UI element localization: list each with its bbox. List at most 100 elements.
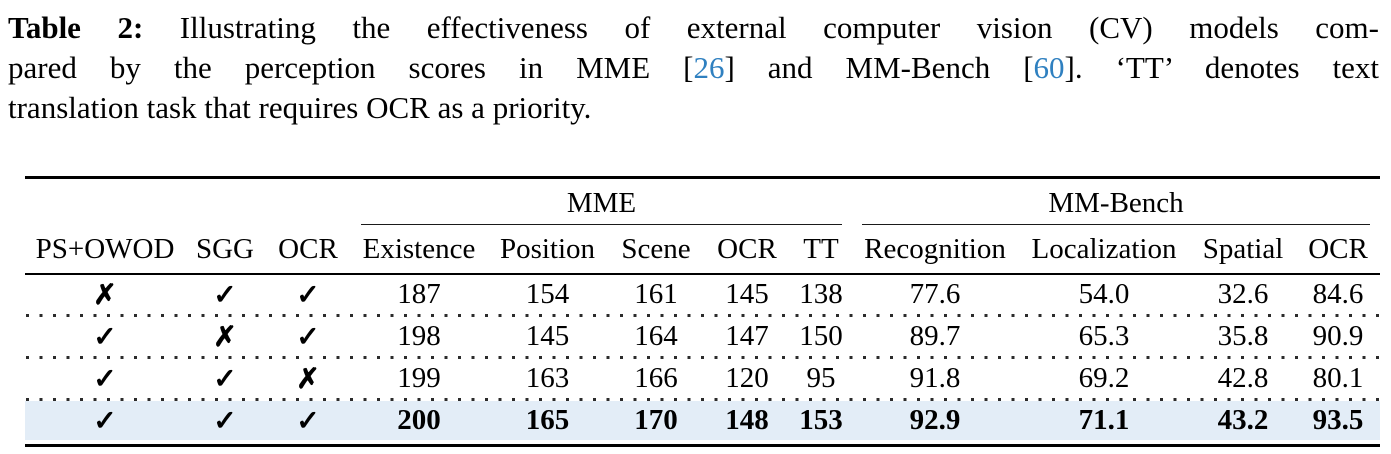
cross-icon: ✗: [93, 279, 117, 311]
cell-position: 165: [487, 401, 608, 440]
cell-position: 154: [525, 278, 570, 310]
group-mmbench-cell: MM-Bench: [852, 178, 1380, 225]
caption-text-2a: pared by the perception scores in MME [: [8, 50, 694, 85]
cell-mmbench-ocr: 80.1: [1312, 362, 1364, 394]
cell-scene: 170: [608, 401, 704, 440]
citation-link-60[interactable]: 60: [1033, 50, 1065, 85]
cell-mmbench-ocr: 90.9: [1312, 320, 1364, 352]
table-caption: Table 2: Illustrating the effectiveness …: [0, 0, 1391, 128]
group-header-row: MME MM-Bench: [25, 178, 1380, 226]
caption-text-2b: ] and MM-Bench [: [724, 50, 1034, 85]
cell-scene: 166: [634, 362, 678, 394]
col-header-ps-owod: PS+OWOD: [25, 225, 185, 275]
check-icon: ✓: [213, 279, 237, 311]
check-icon: ✓: [213, 363, 237, 395]
cell-spatial: 43.2: [1190, 401, 1296, 440]
col-header-spatial: Spatial: [1190, 225, 1296, 275]
cell-mme-ocr: 145: [725, 278, 769, 310]
cell-tt: 138: [799, 278, 843, 310]
cross-icon: ✗: [296, 363, 320, 395]
col-header-tt: TT: [790, 225, 852, 275]
dotted-separator: [25, 398, 1380, 401]
cell-flag: ✓: [265, 317, 351, 356]
cell-tt: 153: [790, 401, 852, 440]
cell-mme-ocr: 148: [704, 401, 790, 440]
cell-flag: ✗: [265, 359, 351, 398]
col-header-existence: Existence: [351, 225, 487, 275]
dotted-rule: [26, 398, 1380, 401]
cell-mmbench-ocr: 93.5: [1296, 401, 1381, 440]
check-icon: ✓: [296, 405, 320, 437]
group-mme-cell: MME: [351, 178, 852, 225]
dotted-separator: [25, 314, 1380, 317]
col-header-ocr: OCR: [265, 225, 351, 275]
check-icon: ✓: [296, 321, 320, 353]
cell-flag: ✓: [25, 359, 185, 398]
cell-position: 145: [525, 320, 570, 352]
caption-label: Table 2:: [8, 10, 144, 45]
dotted-rule: [26, 356, 1380, 359]
cell-flag: ✓: [25, 317, 185, 356]
cell-scene: 161: [634, 278, 678, 310]
cell-localization: 69.2: [1078, 362, 1130, 394]
cell-existence: 200: [351, 401, 487, 440]
cell-recognition: 89.7: [909, 320, 961, 352]
col-header-sgg: SGG: [185, 225, 265, 275]
cell-flag: ✓: [185, 274, 265, 314]
cell-localization: 65.3: [1078, 320, 1130, 352]
col-header-localization: Localization: [1018, 225, 1190, 275]
results-table-container: MME MM-Bench PS+OWOD SGG OCR Existence P…: [25, 176, 1391, 447]
caption-text-2c: ]. ‘TT’ denotes text: [1064, 50, 1379, 85]
table-row-1: ✗ ✓ ✓ 187 154 161 145 138 77.6 54.0 32.6…: [25, 274, 1380, 314]
cell-existence: 198: [397, 320, 441, 352]
cell-flag: ✗: [185, 317, 265, 356]
col-header-mmbench-ocr: OCR: [1296, 225, 1381, 275]
caption-line-1: Table 2: Illustrating the effectiveness …: [8, 8, 1379, 48]
cell-flag: ✓: [185, 401, 265, 440]
caption-text-3: translation task that requires OCR as a …: [8, 90, 592, 125]
cell-tt: 95: [806, 362, 836, 394]
cell-spatial: 32.6: [1217, 278, 1269, 310]
caption-line-3: translation task that requires OCR as a …: [8, 88, 1379, 128]
cell-mme-ocr: 147: [725, 320, 769, 352]
cell-mme-ocr: 120: [725, 362, 769, 394]
cell-flag: ✓: [265, 401, 351, 440]
cell-position: 163: [525, 362, 570, 394]
bottom-spacer: [25, 440, 1380, 446]
cell-localization: 54.0: [1078, 278, 1130, 310]
dotted-separator: [25, 356, 1380, 359]
caption-text-1: Illustrating the effectiveness of extern…: [143, 10, 1379, 45]
cell-existence: 187: [397, 278, 441, 310]
column-header-row: PS+OWOD SGG OCR Existence Position Scene…: [25, 225, 1381, 275]
cell-flag: ✗: [25, 274, 185, 314]
cell-localization: 71.1: [1018, 401, 1190, 440]
col-header-scene: Scene: [608, 225, 704, 275]
check-icon: ✓: [93, 321, 117, 353]
check-icon: ✓: [213, 405, 237, 437]
cell-flag: ✓: [185, 359, 265, 398]
col-header-position: Position: [487, 225, 608, 275]
check-icon: ✓: [93, 405, 117, 437]
table-row-4-highlighted: ✓ ✓ ✓ 200 165 170 148 153 92.9 71.1 43.2…: [25, 401, 1381, 440]
results-table: MME MM-Bench PS+OWOD SGG OCR Existence P…: [25, 176, 1381, 447]
cell-recognition: 77.6: [909, 278, 961, 310]
group-label-mmbench: MM-Bench: [862, 187, 1371, 225]
dotted-rule: [26, 314, 1380, 317]
cell-flag: ✓: [265, 274, 351, 314]
caption-line-2: pared by the perception scores in MME [2…: [8, 48, 1379, 88]
group-label-mme: MME: [361, 187, 842, 225]
cell-scene: 164: [634, 320, 678, 352]
cell-existence: 199: [397, 362, 441, 394]
cell-spatial: 35.8: [1217, 320, 1269, 352]
group-empty-cell: [25, 178, 351, 226]
check-icon: ✓: [296, 279, 320, 311]
cell-spatial: 42.8: [1217, 362, 1269, 394]
cell-recognition: 91.8: [909, 362, 961, 394]
cell-mmbench-ocr: 84.6: [1312, 278, 1364, 310]
table-row-3: ✓ ✓ ✗ 199 163 166 120 95 91.8 69.2 42.8 …: [25, 359, 1380, 398]
cell-recognition: 92.9: [852, 401, 1018, 440]
citation-link-26[interactable]: 26: [693, 50, 725, 85]
col-header-recognition: Recognition: [852, 225, 1018, 275]
cell-tt: 150: [799, 320, 843, 352]
check-icon: ✓: [93, 363, 117, 395]
